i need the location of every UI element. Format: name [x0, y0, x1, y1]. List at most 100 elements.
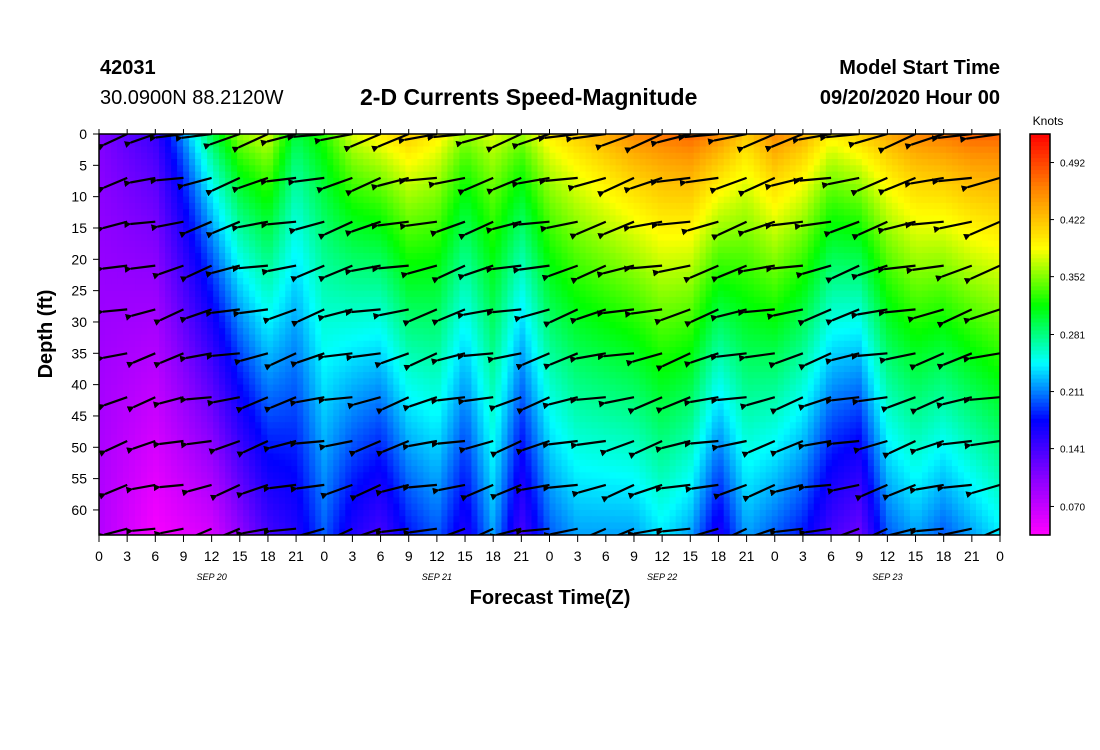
- heatmap-cell: [171, 196, 178, 204]
- heatmap-cell: [681, 221, 689, 229]
- heatmap-cell: [825, 177, 833, 185]
- heatmap-cell: [501, 259, 509, 267]
- heatmap-cell: [699, 140, 707, 148]
- heatmap-cell: [915, 190, 923, 198]
- heatmap-cell: [303, 140, 310, 148]
- heatmap-cell: [879, 209, 887, 217]
- heatmap-cell: [525, 234, 533, 242]
- heatmap-cell: [915, 309, 923, 317]
- heatmap-cell: [363, 303, 370, 311]
- heatmap-cell: [873, 184, 881, 191]
- heatmap-cell: [825, 321, 833, 329]
- heatmap-cell: [579, 202, 587, 210]
- heatmap-cell: [897, 315, 905, 323]
- heatmap-cell: [945, 321, 953, 329]
- heatmap-cell: [675, 315, 683, 323]
- heatmap-cell: [957, 165, 965, 173]
- heatmap-cell: [963, 196, 971, 204]
- heatmap-cell: [219, 165, 226, 173]
- heatmap-cell: [735, 159, 743, 166]
- heatmap-cell: [519, 240, 527, 248]
- heatmap-cell: [525, 321, 533, 329]
- heatmap-cell: [351, 134, 358, 141]
- heatmap-cell: [975, 196, 983, 204]
- heatmap-cell: [105, 278, 112, 285]
- heatmap-cell: [591, 184, 599, 191]
- heatmap-cell: [717, 140, 725, 148]
- heatmap-cell: [489, 278, 497, 285]
- heatmap-cell: [387, 209, 394, 217]
- heatmap-cell: [909, 271, 917, 279]
- heatmap-cell: [555, 303, 563, 311]
- heatmap-cell: [885, 328, 893, 336]
- heatmap-cell: [531, 234, 539, 242]
- heatmap-cell: [669, 321, 677, 329]
- heatmap-cell: [135, 284, 142, 292]
- heatmap-cell: [519, 328, 527, 336]
- heatmap-cell: [603, 265, 611, 273]
- heatmap-cell: [333, 196, 340, 204]
- heatmap-cell: [915, 196, 923, 204]
- heatmap-cell: [645, 290, 653, 298]
- heatmap-cell: [723, 284, 731, 292]
- heatmap-cell: [99, 284, 106, 292]
- heatmap-cell: [819, 209, 827, 217]
- heatmap-cell: [759, 328, 767, 336]
- heatmap-cell: [273, 159, 280, 166]
- heatmap-cell: [327, 240, 334, 248]
- heatmap-cell: [681, 215, 689, 223]
- heatmap-cell: [117, 209, 124, 217]
- heatmap-cell: [579, 190, 587, 198]
- heatmap-cell: [735, 209, 743, 217]
- heatmap-cell: [753, 246, 761, 254]
- heatmap-cell: [885, 290, 893, 298]
- heatmap-cell: [213, 278, 220, 285]
- heatmap-cell: [429, 184, 436, 191]
- heatmap-cell: [363, 278, 370, 285]
- heatmap-cell: [195, 134, 202, 141]
- heatmap-cell: [249, 240, 256, 248]
- heatmap-cell: [441, 253, 448, 260]
- heatmap-cell: [111, 202, 118, 210]
- heatmap-cell: [285, 240, 292, 248]
- heatmap-cell: [801, 190, 809, 198]
- heatmap-cell: [189, 146, 196, 154]
- heatmap-cell: [585, 134, 593, 141]
- heatmap-cell: [951, 284, 959, 292]
- heatmap-cell: [957, 284, 965, 292]
- heatmap-cell: [393, 240, 400, 248]
- heatmap-cell: [939, 290, 947, 298]
- heatmap-cell: [411, 165, 418, 173]
- heatmap-cell: [657, 284, 665, 292]
- heatmap-cell: [951, 171, 959, 179]
- heatmap-cell: [957, 202, 965, 210]
- heatmap-cell: [285, 165, 292, 173]
- heatmap-cell: [741, 259, 749, 267]
- heatmap-cell: [171, 146, 178, 154]
- heatmap-cell: [351, 165, 358, 173]
- heatmap-cell: [501, 159, 509, 166]
- heatmap-cell: [957, 246, 965, 254]
- heatmap-cell: [549, 278, 557, 285]
- heatmap-cell: [495, 171, 503, 179]
- heatmap-cell: [729, 284, 737, 292]
- heatmap-cell: [813, 146, 821, 154]
- heatmap-cell: [531, 165, 539, 173]
- heatmap-cell: [303, 209, 310, 217]
- heatmap-cell: [459, 215, 467, 223]
- heatmap-cell: [819, 290, 827, 298]
- heatmap-cell: [801, 234, 809, 242]
- heatmap-cell: [861, 296, 869, 304]
- heatmap-cell: [609, 284, 617, 292]
- heatmap-cell: [147, 284, 154, 292]
- heatmap-cell: [201, 209, 208, 217]
- heatmap-cell: [735, 146, 743, 154]
- heatmap-cell: [741, 303, 749, 311]
- heatmap-cell: [963, 190, 971, 198]
- heatmap-cell: [969, 146, 977, 154]
- heatmap-cell: [483, 271, 491, 279]
- heatmap-cell: [429, 259, 436, 267]
- heatmap-cell: [807, 184, 815, 191]
- heatmap-cell: [417, 215, 424, 223]
- heatmap-cell: [657, 171, 665, 179]
